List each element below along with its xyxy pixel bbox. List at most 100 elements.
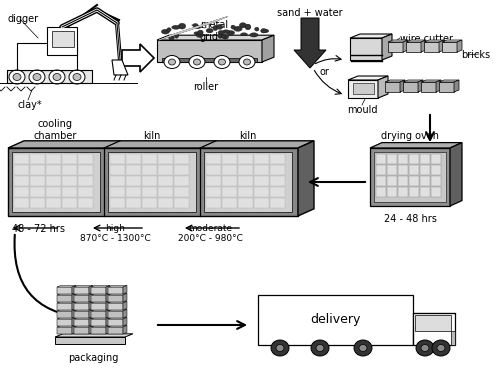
Ellipse shape <box>206 28 213 33</box>
Polygon shape <box>222 165 237 175</box>
Ellipse shape <box>240 23 246 28</box>
Ellipse shape <box>218 33 223 38</box>
Polygon shape <box>62 187 77 197</box>
Polygon shape <box>374 152 446 202</box>
Polygon shape <box>457 40 462 52</box>
Ellipse shape <box>261 28 266 33</box>
Ellipse shape <box>167 28 171 32</box>
Polygon shape <box>57 325 76 327</box>
Polygon shape <box>270 187 285 197</box>
Polygon shape <box>142 176 157 186</box>
Polygon shape <box>406 42 421 52</box>
Polygon shape <box>238 154 253 164</box>
Polygon shape <box>78 176 93 186</box>
Ellipse shape <box>195 25 201 29</box>
Ellipse shape <box>33 73 41 81</box>
Polygon shape <box>57 309 76 311</box>
Polygon shape <box>162 58 257 62</box>
Polygon shape <box>89 285 93 294</box>
Polygon shape <box>108 317 127 319</box>
Ellipse shape <box>189 55 205 68</box>
Ellipse shape <box>316 345 324 352</box>
Polygon shape <box>14 154 29 164</box>
Polygon shape <box>72 293 76 302</box>
Polygon shape <box>89 293 93 302</box>
Polygon shape <box>91 303 106 310</box>
Polygon shape <box>420 165 430 175</box>
Polygon shape <box>72 301 76 310</box>
Polygon shape <box>72 285 76 294</box>
Polygon shape <box>74 301 93 303</box>
Polygon shape <box>112 60 128 75</box>
Polygon shape <box>110 198 125 208</box>
Ellipse shape <box>226 30 234 35</box>
Polygon shape <box>254 165 269 175</box>
Polygon shape <box>409 154 419 164</box>
Ellipse shape <box>198 32 203 38</box>
Polygon shape <box>350 34 392 38</box>
Polygon shape <box>110 187 125 197</box>
Polygon shape <box>439 40 444 52</box>
Polygon shape <box>57 285 76 287</box>
Polygon shape <box>431 165 441 175</box>
Polygon shape <box>57 293 76 295</box>
Polygon shape <box>206 187 221 197</box>
Polygon shape <box>387 165 397 175</box>
Ellipse shape <box>69 70 85 84</box>
Polygon shape <box>91 293 110 295</box>
Polygon shape <box>451 331 455 345</box>
Polygon shape <box>89 309 93 318</box>
Polygon shape <box>110 165 125 175</box>
Ellipse shape <box>234 26 242 32</box>
Polygon shape <box>157 35 274 40</box>
Polygon shape <box>370 148 450 206</box>
Polygon shape <box>385 82 400 92</box>
Ellipse shape <box>196 33 200 37</box>
Polygon shape <box>74 295 89 302</box>
Polygon shape <box>415 315 451 331</box>
Polygon shape <box>431 176 441 186</box>
Polygon shape <box>91 285 110 287</box>
Polygon shape <box>403 82 418 92</box>
Ellipse shape <box>192 24 198 27</box>
Polygon shape <box>270 154 285 164</box>
Polygon shape <box>350 38 382 60</box>
Polygon shape <box>174 198 189 208</box>
Polygon shape <box>46 165 61 175</box>
Ellipse shape <box>222 30 230 33</box>
Polygon shape <box>370 142 462 148</box>
Polygon shape <box>376 154 386 164</box>
Ellipse shape <box>9 70 25 84</box>
Polygon shape <box>46 176 61 186</box>
Ellipse shape <box>221 34 226 38</box>
Polygon shape <box>420 187 430 197</box>
Text: roller: roller <box>194 82 218 92</box>
Ellipse shape <box>271 340 289 356</box>
Ellipse shape <box>260 29 269 33</box>
Ellipse shape <box>354 340 372 356</box>
Polygon shape <box>91 287 106 294</box>
Polygon shape <box>91 295 106 302</box>
Polygon shape <box>400 80 405 92</box>
Ellipse shape <box>164 55 180 68</box>
Polygon shape <box>174 176 189 186</box>
Polygon shape <box>74 325 93 327</box>
Ellipse shape <box>53 73 61 81</box>
Ellipse shape <box>217 24 222 29</box>
Ellipse shape <box>168 59 175 65</box>
Polygon shape <box>62 198 77 208</box>
Ellipse shape <box>276 345 284 352</box>
Polygon shape <box>123 293 127 302</box>
Polygon shape <box>30 165 45 175</box>
Ellipse shape <box>214 55 230 68</box>
Polygon shape <box>348 76 388 80</box>
Polygon shape <box>385 80 405 82</box>
Polygon shape <box>398 165 408 175</box>
Polygon shape <box>30 154 45 164</box>
Polygon shape <box>14 176 29 186</box>
Polygon shape <box>454 80 459 92</box>
Ellipse shape <box>432 340 450 356</box>
Polygon shape <box>442 40 462 42</box>
Polygon shape <box>74 317 93 319</box>
Polygon shape <box>89 317 93 326</box>
